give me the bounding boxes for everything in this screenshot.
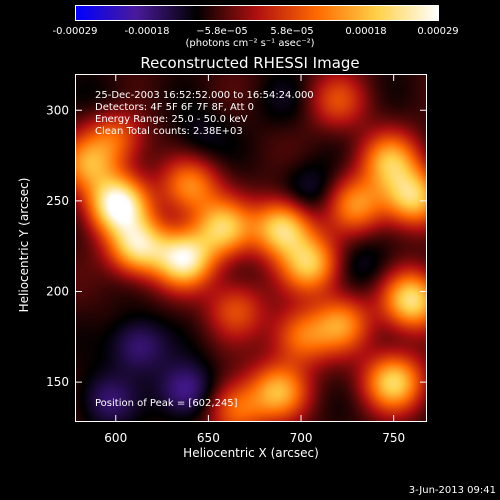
x-tick-label: 600	[104, 431, 127, 445]
y-tick-label: 150	[46, 375, 69, 389]
x-axis-label: Heliocentric X (arcsec)	[183, 446, 319, 460]
colorbar-unit-label: (photons cm⁻² s⁻¹ asec⁻²)	[185, 38, 315, 49]
annotation-clean-counts: Clean Total counts: 2.38E+03	[95, 126, 243, 137]
colorbar-tick-label: −5.8e−05	[196, 26, 248, 37]
colorbar	[75, 5, 439, 21]
annotation-peak-position: Position of Peak = [602,245]	[95, 398, 238, 409]
colorbar-tick-label: -0.00029	[52, 26, 98, 37]
colorbar-tick-label: 0.00029	[417, 26, 459, 37]
x-tick-label: 700	[290, 431, 313, 445]
chart-title: Reconstructed RHESSI Image	[140, 54, 360, 72]
date-stamp: 3-Jun-2013 09:41	[408, 485, 496, 496]
colorbar-tick-label: -0.00018	[124, 26, 170, 37]
colorbar-tick-label: 0.00018	[345, 26, 387, 37]
y-tick-label: 200	[46, 285, 69, 299]
annotation-time-range: 25-Dec-2003 16:52:52.000 to 16:54:24.000	[95, 90, 314, 101]
colorbar-tick-label: 5.8e−05	[270, 26, 314, 37]
heatmap-image	[75, 74, 427, 422]
plot-area	[75, 74, 427, 422]
y-tick-label: 300	[46, 103, 69, 117]
annotation-detectors: Detectors: 4F 5F 6F 7F 8F, Att 0	[95, 102, 255, 113]
y-tick-label: 250	[46, 194, 69, 208]
x-tick-label: 650	[197, 431, 220, 445]
x-tick-label: 750	[382, 431, 405, 445]
y-axis-label: Heliocentric Y (arcsec)	[17, 177, 31, 313]
annotation-energy-range: Energy Range: 25.0 - 50.0 keV	[95, 114, 248, 125]
